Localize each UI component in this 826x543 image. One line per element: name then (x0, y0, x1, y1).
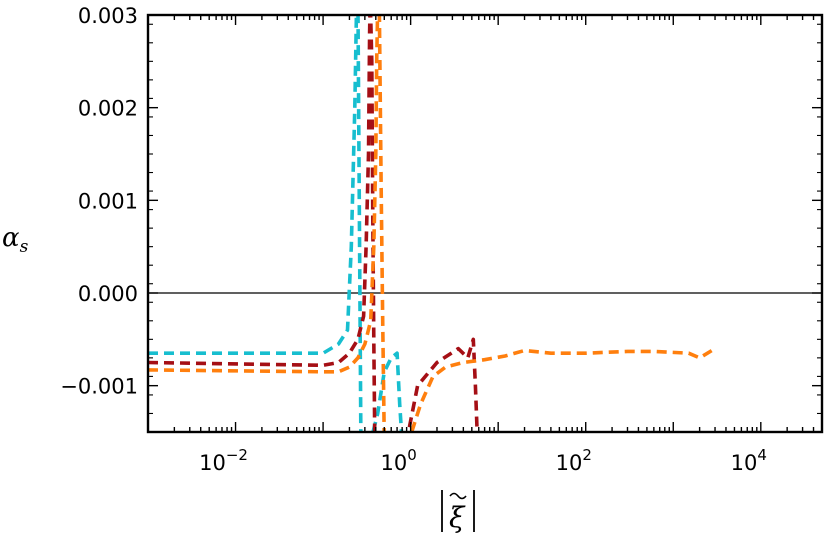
y-ticks: 0.003 0.002 0.001 0.000 −0.001 (60, 4, 822, 433)
series-line-3 (148, 15, 716, 432)
series-line-2 (148, 15, 479, 432)
x-tick-label: 100 (380, 446, 416, 475)
y-axis-title: αs (2, 223, 29, 257)
x-tick-label: 10−2 (199, 446, 248, 475)
x-tick-label: 102 (556, 446, 592, 475)
series-line-1 (148, 15, 404, 432)
series-layer (148, 15, 716, 432)
y-tick-label: 0.000 (78, 282, 138, 306)
y-tick-label: 0.001 (78, 189, 138, 213)
svg-text:ξ: ξ (449, 501, 466, 534)
x-ticks: 10−2 100 102 104 (147, 15, 823, 475)
y-tick-label: −0.001 (60, 375, 138, 399)
y-tick-label: 0.003 (78, 4, 138, 28)
x-axis-title: ξ (441, 490, 475, 534)
y-tick-label: 0.002 (78, 97, 138, 121)
plot-frame (146, 13, 824, 434)
x-tick-label: 104 (731, 446, 767, 475)
